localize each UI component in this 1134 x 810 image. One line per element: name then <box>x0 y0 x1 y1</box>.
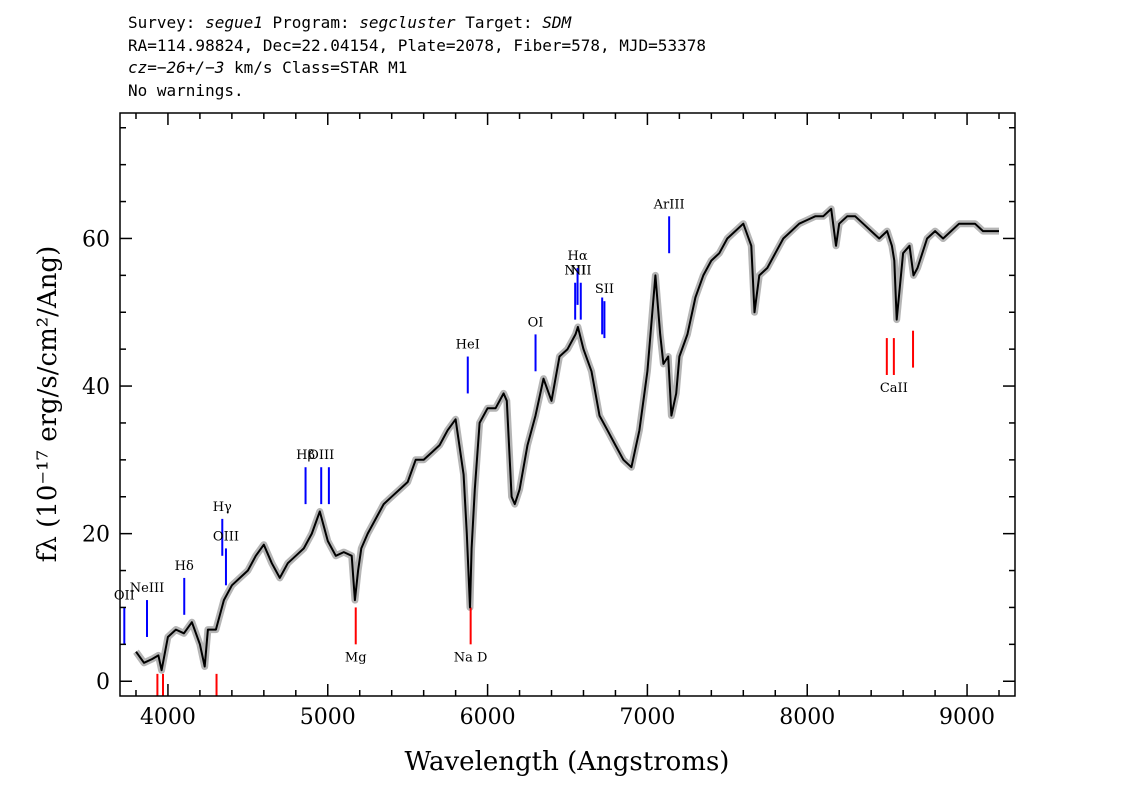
emission-line-label: NeIII <box>130 581 164 596</box>
emission-line-label: OII <box>114 588 135 603</box>
x-tick-label: 6000 <box>460 705 516 730</box>
x-tick-label: 5000 <box>300 705 356 730</box>
emission-line-label: Hγ <box>213 500 232 515</box>
survey-label: Survey: <box>128 13 196 32</box>
cz-symbol: cz <box>128 58 148 77</box>
program-value: segcluster <box>359 13 456 32</box>
y-tick-label: 40 <box>82 375 110 400</box>
target-label: Target: <box>465 13 533 32</box>
emission-line-label: Hδ <box>175 559 194 574</box>
emission-line-label: NII <box>570 264 592 279</box>
y-axis-title: fλ (10⁻¹⁷ erg/s/cm²/Ang) <box>33 246 63 562</box>
y-tick-label: 20 <box>82 523 110 548</box>
header-line-warnings: No warnings. <box>128 80 244 100</box>
emission-line-label: OIII <box>308 448 334 463</box>
emission-line-label: SII <box>595 282 614 297</box>
emission-line-label: Hα <box>568 249 588 264</box>
class-text: km/s Class=STAR M1 <box>224 58 408 77</box>
cz-value: =−26+/−3 <box>147 58 225 77</box>
header-line-coordinates: RA=114.98824, Dec=22.04154, Plate=2078, … <box>128 35 706 55</box>
absorption-line-label: CaII <box>880 381 908 396</box>
y-tick-label: 0 <box>96 670 110 695</box>
header-line-redshift: cz=−26+/−3 km/s Class=STAR M1 <box>128 57 706 80</box>
absorption-line-label: Mg <box>345 650 367 665</box>
survey-value: segue1 <box>205 13 263 32</box>
spectrum-line <box>135 207 999 672</box>
header-line-survey: Survey: segue1 Program: segcluster Targe… <box>128 12 706 35</box>
emission-line-label: NII <box>564 264 586 279</box>
x-tick-label: 7000 <box>619 705 675 730</box>
emission-line-label: HeI <box>456 338 480 353</box>
target-value: SDM <box>542 13 572 32</box>
plot-frame <box>119 112 1016 697</box>
spectrum-header: Survey: segue1 Program: segcluster Targe… <box>128 12 706 102</box>
x-tick-label: 9000 <box>939 705 995 730</box>
emission-line-label: OI <box>528 315 544 330</box>
y-tick-label: 60 <box>82 227 110 252</box>
x-axis-title: Wavelength (Angstroms) <box>405 747 730 777</box>
emission-line-label: Hβ <box>296 448 315 463</box>
program-label: Program: <box>272 13 350 32</box>
emission-line-label: ArIII <box>653 197 685 212</box>
emission-line-label: OIII <box>213 529 239 544</box>
absorption-line-label: Na D <box>454 650 488 665</box>
x-tick-label: 8000 <box>779 705 835 730</box>
x-tick-label: 4000 <box>140 705 196 730</box>
